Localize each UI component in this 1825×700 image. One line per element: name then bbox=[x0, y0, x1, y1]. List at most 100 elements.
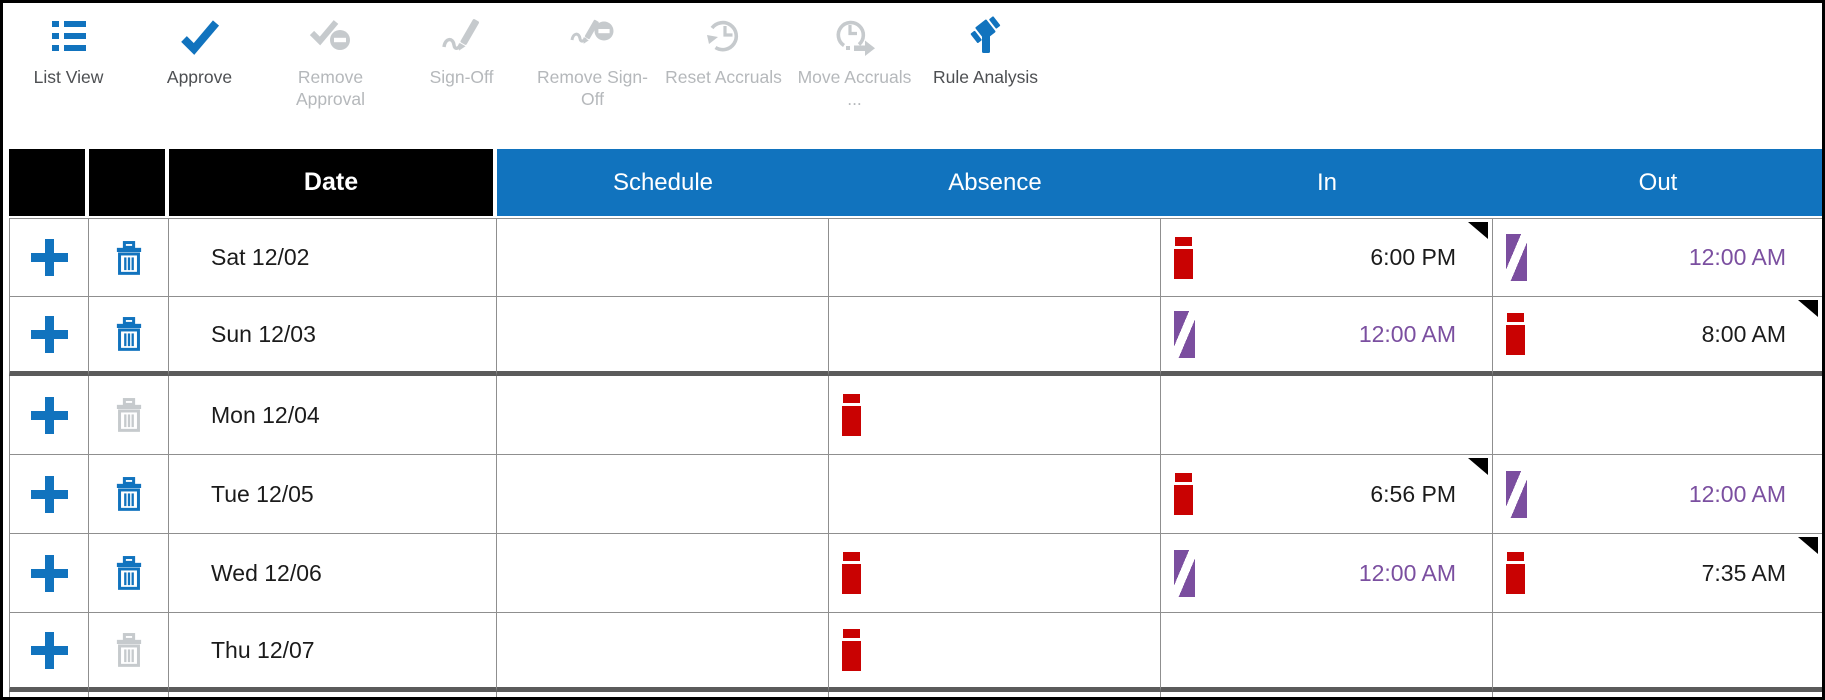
in-cell[interactable]: 6:00 PM bbox=[1161, 218, 1493, 297]
date-cell: Tue 12/05 bbox=[169, 455, 497, 534]
toolbar-button-approve[interactable]: Approve bbox=[134, 13, 265, 111]
in-cell[interactable] bbox=[1161, 376, 1493, 455]
date-label: Sun 12/03 bbox=[211, 320, 316, 347]
header-schedule: Schedule bbox=[497, 149, 829, 216]
exception-punch-icon bbox=[842, 629, 861, 671]
date-label: Wed 12/06 bbox=[211, 559, 322, 586]
remove-approval-icon bbox=[309, 13, 353, 61]
absence-cell[interactable] bbox=[829, 297, 1161, 376]
table-header-row: Date Schedule Absence In Out bbox=[9, 149, 1822, 216]
delete-cell bbox=[89, 534, 169, 613]
schedule-cell[interactable] bbox=[497, 455, 829, 534]
calculated-punch-icon bbox=[1506, 470, 1527, 518]
comment-corner-marker bbox=[1468, 458, 1488, 475]
out-cell[interactable]: 12:00 AM bbox=[1493, 218, 1822, 297]
add-row-icon[interactable] bbox=[30, 631, 68, 669]
punch-time: 6:56 PM bbox=[1370, 480, 1456, 507]
punch-time: 12:00 AM bbox=[1688, 480, 1786, 507]
schedule-cell[interactable] bbox=[497, 376, 829, 455]
date-cell: Wed 12/06 bbox=[169, 534, 497, 613]
add-row-icon[interactable] bbox=[30, 396, 68, 434]
punch-time: 12:00 AM bbox=[1358, 559, 1456, 586]
timecard-table-body: Sat 12/02 6:00 PM 12:00 AM Sun 12/03 bbox=[9, 218, 1822, 692]
absence-cell[interactable] bbox=[829, 534, 1161, 613]
in-cell[interactable]: 12:00 AM bbox=[1161, 297, 1493, 376]
toolbar-button-remove-approval: Remove Approval bbox=[265, 13, 396, 111]
absence-cell[interactable] bbox=[829, 455, 1161, 534]
toolbar-label: Sign-Off bbox=[429, 67, 494, 87]
toolbar-button-remove-sign-off: Remove Sign-Off bbox=[527, 13, 658, 111]
toolbar-label: Rule Analysis bbox=[932, 67, 1039, 87]
add-row-icon[interactable] bbox=[30, 239, 68, 276]
comment-corner-marker bbox=[1798, 300, 1818, 317]
in-cell[interactable]: 6:56 PM bbox=[1161, 455, 1493, 534]
punch-time: 12:00 AM bbox=[1358, 320, 1456, 347]
date-label: Sat 12/02 bbox=[211, 244, 310, 270]
table-row: Mon 12/04 bbox=[9, 376, 1822, 455]
out-cell[interactable]: 7:35 AM bbox=[1493, 534, 1822, 613]
sign-off-icon bbox=[441, 13, 483, 61]
remove-sign-off-icon bbox=[570, 13, 616, 61]
date-label: Thu 12/07 bbox=[211, 636, 315, 663]
add-punch-cell bbox=[9, 297, 89, 376]
calculated-punch-icon bbox=[1506, 234, 1527, 281]
table-row: Tue 12/05 6:56 PM 12:00 AM bbox=[9, 455, 1822, 534]
exception-punch-icon bbox=[1174, 236, 1193, 279]
out-cell[interactable] bbox=[1493, 613, 1822, 692]
date-cell: Mon 12/04 bbox=[169, 376, 497, 455]
delete-row-icon[interactable] bbox=[114, 555, 144, 591]
list-view-icon bbox=[49, 13, 89, 61]
delete-row-icon[interactable] bbox=[114, 476, 144, 512]
punch-time: 7:35 AM bbox=[1701, 559, 1786, 586]
delete-row-icon[interactable] bbox=[114, 240, 144, 276]
out-cell[interactable] bbox=[1493, 376, 1822, 455]
exception-punch-icon bbox=[842, 394, 861, 436]
schedule-cell[interactable] bbox=[497, 218, 829, 297]
date-label: Tue 12/05 bbox=[211, 480, 314, 507]
punch-time: 8:00 AM bbox=[1701, 320, 1786, 347]
header-date: Date bbox=[169, 149, 497, 216]
absence-cell[interactable] bbox=[829, 613, 1161, 692]
out-cell[interactable]: 8:00 AM bbox=[1493, 297, 1822, 376]
add-punch-cell bbox=[9, 534, 89, 613]
add-row-icon[interactable] bbox=[30, 554, 68, 592]
punch-time: 6:00 PM bbox=[1370, 244, 1456, 270]
toolbar-button-rule-analysis[interactable]: Rule Analysis bbox=[920, 13, 1051, 111]
header-absence: Absence bbox=[829, 149, 1161, 216]
exception-punch-icon bbox=[1506, 552, 1525, 594]
toolbar-button-sign-off: Sign-Off bbox=[396, 13, 527, 111]
add-punch-cell bbox=[9, 455, 89, 534]
next-row-partial bbox=[9, 692, 1822, 697]
absence-cell[interactable] bbox=[829, 376, 1161, 455]
toolbar-button-list-view[interactable]: List View bbox=[3, 13, 134, 111]
date-cell: Thu 12/07 bbox=[169, 613, 497, 692]
toolbar-label: List View bbox=[33, 67, 104, 87]
exception-punch-icon bbox=[842, 552, 861, 594]
rule-analysis-icon bbox=[966, 13, 1006, 61]
toolbar-label: Remove Sign-Off bbox=[537, 67, 648, 109]
approve-icon bbox=[179, 13, 221, 61]
calculated-punch-icon bbox=[1174, 549, 1195, 597]
header-add-column bbox=[9, 149, 89, 216]
add-row-icon[interactable] bbox=[30, 475, 68, 513]
move-accruals-icon bbox=[832, 13, 878, 61]
delete-row-icon[interactable] bbox=[114, 316, 144, 352]
absence-cell[interactable] bbox=[829, 218, 1161, 297]
header-in: In bbox=[1161, 149, 1493, 216]
delete-cell bbox=[89, 376, 169, 455]
delete-row-icon bbox=[114, 397, 144, 433]
header-out: Out bbox=[1493, 149, 1822, 216]
schedule-cell[interactable] bbox=[497, 297, 829, 376]
schedule-cell[interactable] bbox=[497, 613, 829, 692]
toolbar-button-reset-accruals: Reset Accruals bbox=[658, 13, 789, 111]
schedule-cell[interactable] bbox=[497, 534, 829, 613]
in-cell[interactable]: 12:00 AM bbox=[1161, 534, 1493, 613]
table-row: Sun 12/03 12:00 AM 8:00 AM bbox=[9, 297, 1822, 376]
exception-punch-icon bbox=[1174, 473, 1193, 515]
out-cell[interactable]: 12:00 AM bbox=[1493, 455, 1822, 534]
toolbar-button-move-accruals: Move Accruals ... bbox=[789, 13, 920, 111]
in-cell[interactable] bbox=[1161, 613, 1493, 692]
add-row-icon[interactable] bbox=[30, 315, 68, 353]
toolbar-label: Remove Approval bbox=[295, 67, 366, 109]
delete-cell bbox=[89, 297, 169, 376]
